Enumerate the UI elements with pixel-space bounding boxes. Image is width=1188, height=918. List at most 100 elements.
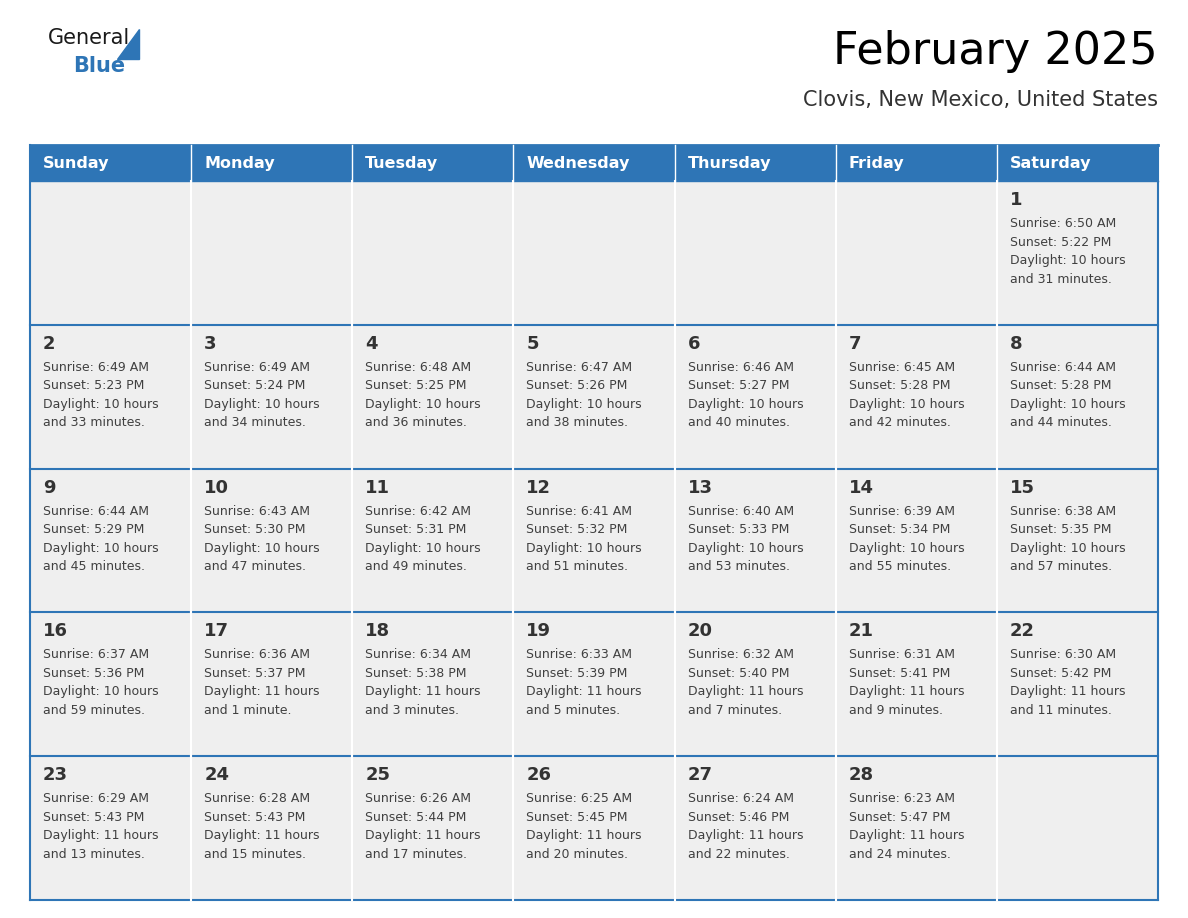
Text: Daylight: 10 hours: Daylight: 10 hours: [688, 397, 803, 410]
Text: and 40 minutes.: and 40 minutes.: [688, 416, 790, 430]
Text: Sunrise: 6:40 AM: Sunrise: 6:40 AM: [688, 505, 794, 518]
Text: and 22 minutes.: and 22 minutes.: [688, 847, 790, 861]
Text: and 3 minutes.: and 3 minutes.: [365, 704, 460, 717]
Text: Sunset: 5:34 PM: Sunset: 5:34 PM: [848, 523, 950, 536]
Text: Thursday: Thursday: [688, 155, 771, 171]
Text: and 15 minutes.: and 15 minutes.: [204, 847, 307, 861]
Text: Daylight: 10 hours: Daylight: 10 hours: [43, 397, 159, 410]
Bar: [30, 325, 191, 468]
Bar: [191, 468, 353, 612]
Text: Sunrise: 6:45 AM: Sunrise: 6:45 AM: [848, 361, 955, 374]
Text: and 33 minutes.: and 33 minutes.: [43, 416, 145, 430]
Text: Sunset: 5:25 PM: Sunset: 5:25 PM: [365, 379, 467, 392]
Bar: [513, 468, 675, 612]
Text: Daylight: 10 hours: Daylight: 10 hours: [1010, 254, 1125, 267]
Text: 27: 27: [688, 767, 713, 784]
Bar: [675, 325, 835, 468]
Text: and 53 minutes.: and 53 minutes.: [688, 560, 790, 573]
Text: Sunrise: 6:38 AM: Sunrise: 6:38 AM: [1010, 505, 1116, 518]
Text: Sunrise: 6:31 AM: Sunrise: 6:31 AM: [848, 648, 955, 661]
Text: Sunset: 5:42 PM: Sunset: 5:42 PM: [1010, 666, 1111, 680]
Text: Sunrise: 6:39 AM: Sunrise: 6:39 AM: [848, 505, 955, 518]
Text: General: General: [48, 28, 131, 48]
Text: Monday: Monday: [204, 155, 274, 171]
Bar: [30, 756, 191, 900]
Bar: [513, 612, 675, 756]
Text: Sunday: Sunday: [43, 155, 109, 171]
Text: Daylight: 11 hours: Daylight: 11 hours: [848, 686, 965, 699]
Bar: [30, 468, 191, 612]
Bar: [997, 145, 1158, 181]
Text: and 7 minutes.: and 7 minutes.: [688, 704, 782, 717]
Text: Daylight: 10 hours: Daylight: 10 hours: [526, 397, 642, 410]
Text: and 11 minutes.: and 11 minutes.: [1010, 704, 1112, 717]
Bar: [191, 145, 353, 181]
Text: Daylight: 11 hours: Daylight: 11 hours: [526, 829, 642, 842]
Bar: [513, 181, 675, 325]
Bar: [513, 325, 675, 468]
Text: Sunrise: 6:29 AM: Sunrise: 6:29 AM: [43, 792, 148, 805]
Text: Sunrise: 6:46 AM: Sunrise: 6:46 AM: [688, 361, 794, 374]
Text: 23: 23: [43, 767, 68, 784]
Text: 22: 22: [1010, 622, 1035, 641]
Bar: [353, 612, 513, 756]
Text: and 5 minutes.: and 5 minutes.: [526, 704, 620, 717]
Text: Daylight: 10 hours: Daylight: 10 hours: [1010, 542, 1125, 554]
Text: and 57 minutes.: and 57 minutes.: [1010, 560, 1112, 573]
Text: Daylight: 10 hours: Daylight: 10 hours: [204, 542, 320, 554]
Text: Daylight: 10 hours: Daylight: 10 hours: [204, 397, 320, 410]
Text: 7: 7: [848, 335, 861, 353]
Bar: [675, 468, 835, 612]
Text: 9: 9: [43, 478, 56, 497]
Text: Daylight: 10 hours: Daylight: 10 hours: [43, 542, 159, 554]
Bar: [353, 145, 513, 181]
Text: Sunset: 5:32 PM: Sunset: 5:32 PM: [526, 523, 627, 536]
Bar: [835, 468, 997, 612]
Bar: [30, 181, 191, 325]
Text: Sunset: 5:28 PM: Sunset: 5:28 PM: [1010, 379, 1111, 392]
Text: Daylight: 11 hours: Daylight: 11 hours: [848, 829, 965, 842]
Text: and 1 minute.: and 1 minute.: [204, 704, 291, 717]
Text: Sunset: 5:35 PM: Sunset: 5:35 PM: [1010, 523, 1111, 536]
Text: 24: 24: [204, 767, 229, 784]
Text: Saturday: Saturday: [1010, 155, 1092, 171]
Bar: [835, 181, 997, 325]
Text: and 20 minutes.: and 20 minutes.: [526, 847, 628, 861]
Bar: [675, 756, 835, 900]
Text: Sunset: 5:41 PM: Sunset: 5:41 PM: [848, 666, 950, 680]
Text: 2: 2: [43, 335, 56, 353]
Text: Sunrise: 6:48 AM: Sunrise: 6:48 AM: [365, 361, 472, 374]
Polygon shape: [118, 29, 139, 59]
Text: Sunset: 5:31 PM: Sunset: 5:31 PM: [365, 523, 467, 536]
Bar: [675, 145, 835, 181]
Text: Sunrise: 6:26 AM: Sunrise: 6:26 AM: [365, 792, 472, 805]
Text: and 36 minutes.: and 36 minutes.: [365, 416, 467, 430]
Text: and 34 minutes.: and 34 minutes.: [204, 416, 307, 430]
Text: Daylight: 10 hours: Daylight: 10 hours: [688, 542, 803, 554]
Text: Sunrise: 6:34 AM: Sunrise: 6:34 AM: [365, 648, 472, 661]
Text: Daylight: 11 hours: Daylight: 11 hours: [204, 829, 320, 842]
Text: 25: 25: [365, 767, 391, 784]
Bar: [997, 468, 1158, 612]
Bar: [513, 756, 675, 900]
Text: 14: 14: [848, 478, 873, 497]
Text: Sunset: 5:30 PM: Sunset: 5:30 PM: [204, 523, 305, 536]
Text: Sunrise: 6:42 AM: Sunrise: 6:42 AM: [365, 505, 472, 518]
Text: Sunset: 5:28 PM: Sunset: 5:28 PM: [848, 379, 950, 392]
Text: Sunset: 5:39 PM: Sunset: 5:39 PM: [526, 666, 627, 680]
Bar: [30, 145, 191, 181]
Text: 15: 15: [1010, 478, 1035, 497]
Text: Sunrise: 6:23 AM: Sunrise: 6:23 AM: [848, 792, 955, 805]
Text: Daylight: 11 hours: Daylight: 11 hours: [365, 686, 481, 699]
Text: Tuesday: Tuesday: [365, 155, 438, 171]
Text: 18: 18: [365, 622, 391, 641]
Text: 6: 6: [688, 335, 700, 353]
Bar: [353, 468, 513, 612]
Text: Daylight: 10 hours: Daylight: 10 hours: [1010, 397, 1125, 410]
Text: 8: 8: [1010, 335, 1023, 353]
Text: and 42 minutes.: and 42 minutes.: [848, 416, 950, 430]
Text: Friday: Friday: [848, 155, 904, 171]
Text: Sunset: 5:29 PM: Sunset: 5:29 PM: [43, 523, 145, 536]
Bar: [30, 612, 191, 756]
Text: Sunrise: 6:37 AM: Sunrise: 6:37 AM: [43, 648, 150, 661]
